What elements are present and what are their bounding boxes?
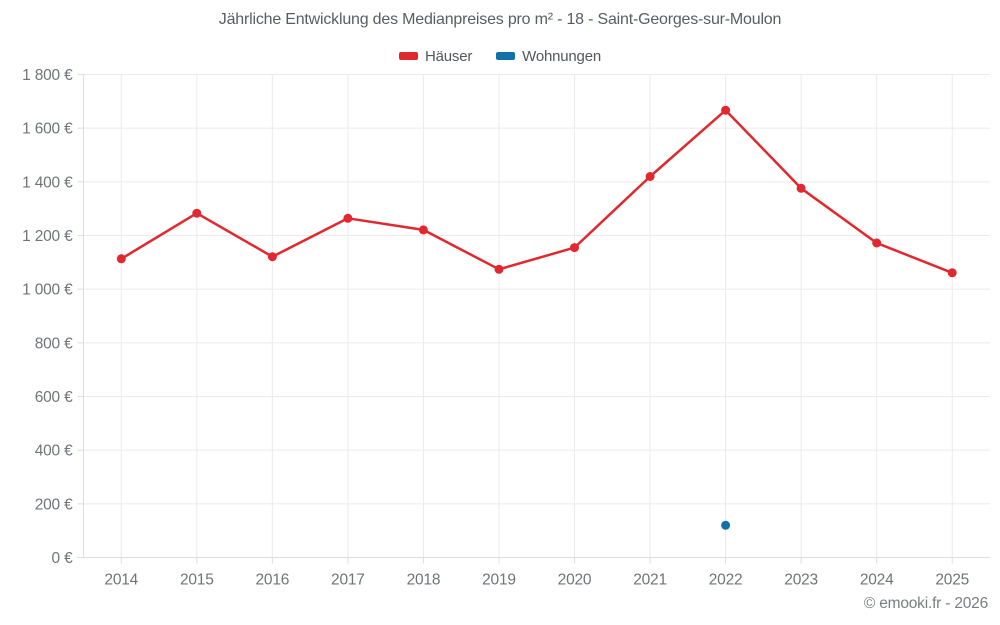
x-tick-label: 2015 bbox=[180, 572, 214, 589]
y-tick-label: 1 800 € bbox=[22, 67, 73, 84]
x-tick-label: 2014 bbox=[104, 572, 138, 589]
y-tick-label: 600 € bbox=[35, 389, 73, 406]
häuser-point-2019[interactable] bbox=[494, 264, 504, 274]
legend-item-wohnungen[interactable]: Wohnungen bbox=[496, 48, 601, 65]
x-tick-label: 2022 bbox=[709, 572, 743, 589]
wohnungen-point-2022[interactable] bbox=[721, 520, 731, 530]
x-tick-label: 2024 bbox=[860, 572, 894, 589]
x-tick-label: 2020 bbox=[558, 572, 592, 589]
legend-item-hauser[interactable]: Häuser bbox=[399, 48, 472, 65]
y-tick-label: 1 000 € bbox=[22, 282, 73, 299]
copyright: © emooki.fr - 2026 bbox=[863, 595, 988, 612]
häuser-point-2015[interactable] bbox=[192, 208, 202, 218]
x-tick-label: 2023 bbox=[784, 572, 818, 589]
häuser-line bbox=[120, 108, 954, 275]
x-tick-label: 2021 bbox=[633, 572, 667, 589]
legend-label-hauser: Häuser bbox=[425, 47, 473, 65]
x-tick-label: 2018 bbox=[407, 572, 441, 589]
häuser-point-2021[interactable] bbox=[645, 172, 655, 181]
häuser-point-2025[interactable] bbox=[947, 268, 957, 278]
y-tick-label: 1 600 € bbox=[22, 121, 73, 138]
x-tick-label: 2025 bbox=[935, 572, 969, 589]
häuser-point-2024[interactable] bbox=[872, 238, 882, 248]
häuser-point-2022[interactable] bbox=[721, 105, 731, 115]
häuser-point-2023[interactable] bbox=[796, 183, 806, 193]
x-tick-label: 2016 bbox=[256, 572, 290, 589]
chart-title: Jährliche Entwicklung des Medianpreises … bbox=[218, 11, 782, 28]
wohnungen-swatch-icon bbox=[496, 52, 516, 60]
legend: Häuser Wohnungen bbox=[0, 46, 1000, 66]
häuser-point-2017[interactable] bbox=[343, 213, 353, 223]
häuser-point-2016[interactable] bbox=[267, 252, 277, 262]
y-tick-label: 800 € bbox=[35, 335, 73, 352]
y-tick-label: 1 400 € bbox=[22, 174, 73, 191]
hauser-swatch-icon bbox=[399, 52, 418, 60]
häuser-point-2014[interactable] bbox=[116, 254, 126, 264]
y-tick-label: 200 € bbox=[35, 496, 73, 513]
y-tick-label: 1 200 € bbox=[22, 228, 73, 245]
y-tick-label: 400 € bbox=[35, 443, 73, 460]
x-tick-label: 2017 bbox=[331, 572, 365, 589]
x-tick-label: 2019 bbox=[482, 572, 516, 589]
y-tick-label: 0 € bbox=[52, 550, 74, 567]
häuser-point-2020[interactable] bbox=[570, 243, 579, 253]
häuser-point-2018[interactable] bbox=[418, 225, 428, 235]
legend-label-wohnungen: Wohnungen bbox=[522, 47, 601, 65]
